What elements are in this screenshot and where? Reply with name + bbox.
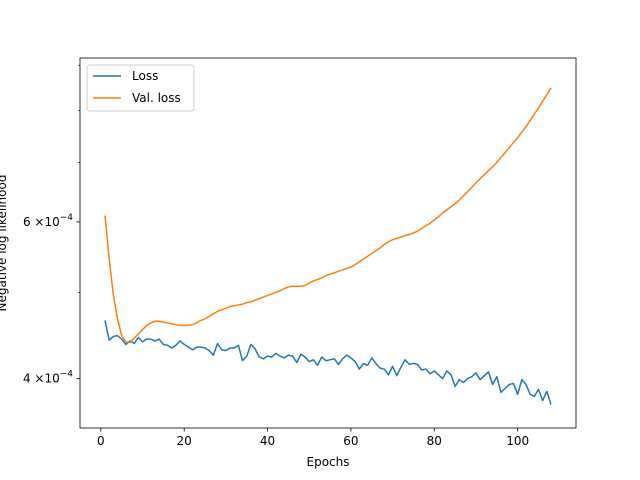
x-axis-ticks: 0 20 40 60 80 100 — [97, 428, 529, 448]
x-tick-label: 40 — [260, 434, 275, 448]
axes-frame — [79, 57, 577, 429]
legend-label-val-loss: Val. loss — [132, 91, 181, 105]
x-tick-label: 20 — [177, 434, 192, 448]
x-axis-label: Epochs — [307, 455, 350, 469]
legend-label-loss: Loss — [132, 69, 158, 83]
plot-lines — [104, 87, 552, 405]
x-tick-label: 0 — [97, 434, 105, 448]
x-tick-label: 100 — [506, 434, 529, 448]
legend: Loss Val. loss — [86, 64, 195, 112]
series-line-1 — [104, 87, 552, 344]
x-tick-label: 80 — [427, 434, 442, 448]
series-line-0 — [104, 320, 552, 405]
x-tick-label: 60 — [343, 434, 358, 448]
y-axis-label: Negative log likelihood — [0, 175, 9, 312]
